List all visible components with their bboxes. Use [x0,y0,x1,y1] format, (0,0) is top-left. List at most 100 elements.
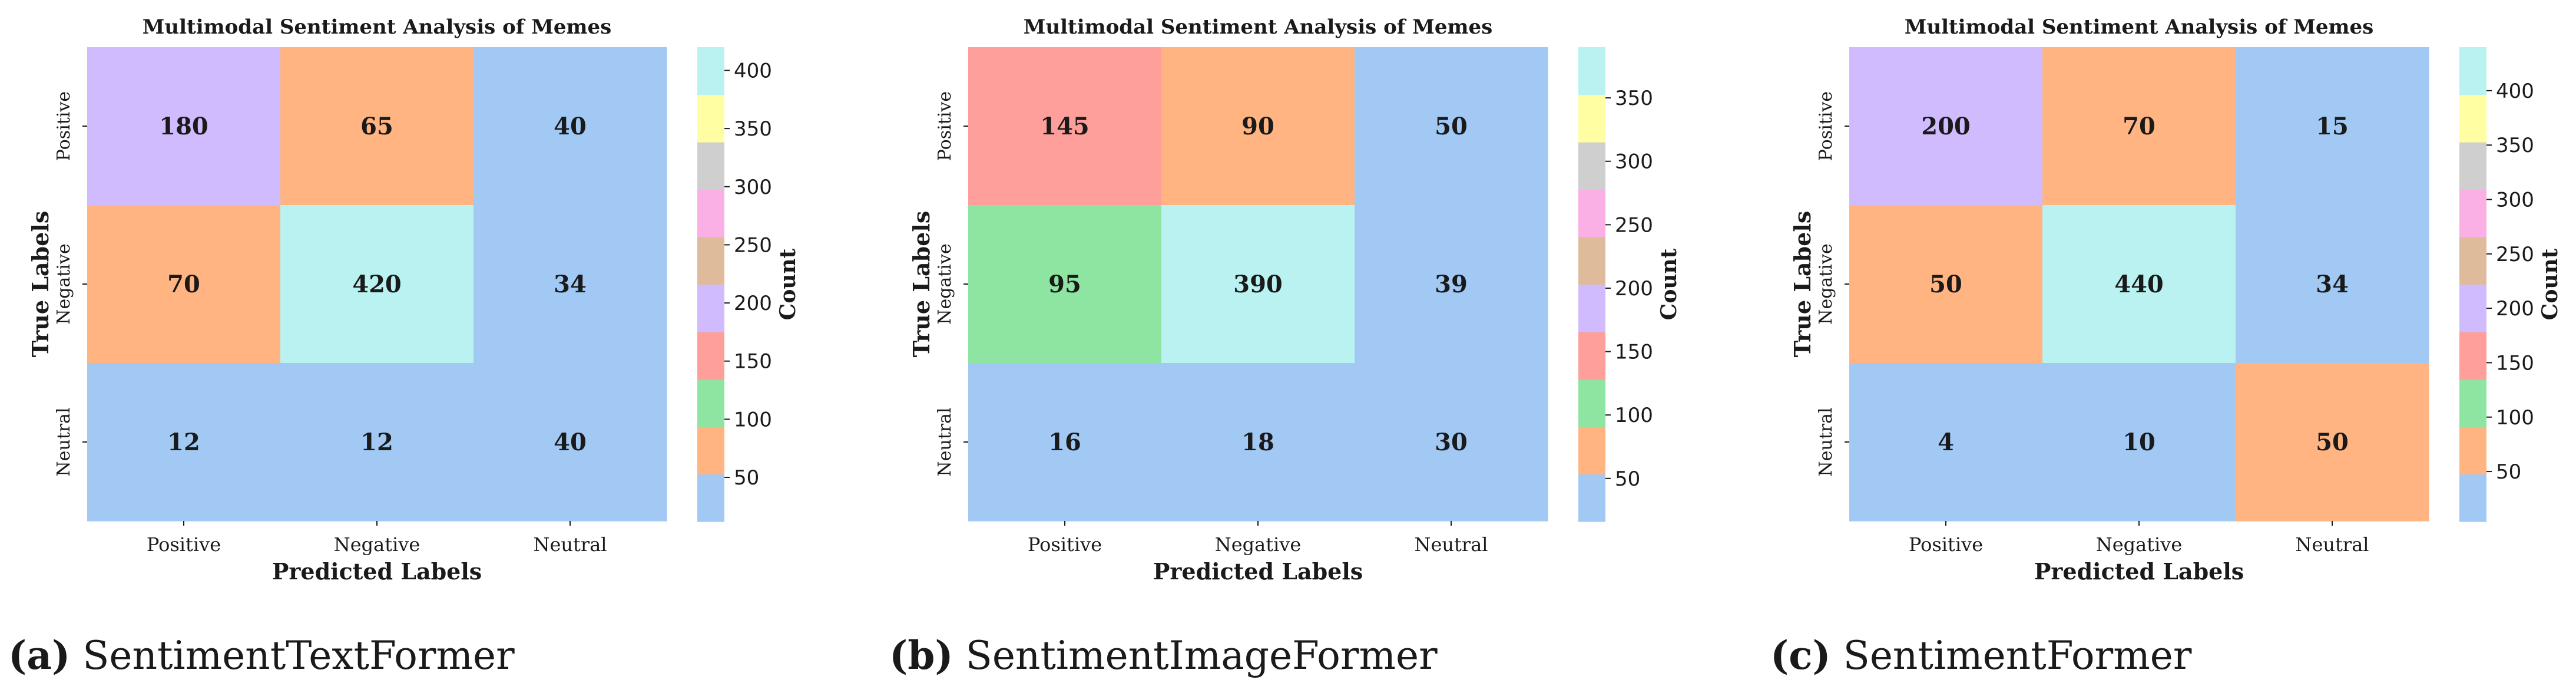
x-tick-label: Negative [2096,533,2183,556]
y-axis-label: True Labels [27,211,54,357]
cell-value-label: 420 [352,271,402,298]
colorbar-tick-label: 350 [1615,87,1653,110]
x-axis-label: Predicted Labels [1153,558,1363,585]
chart-title: Multimodal Sentiment Analysis of Memes [1905,15,2374,39]
caption-letter: (b) [889,632,953,678]
colorbar-tick-label: 250 [734,233,772,257]
cell-value-label: 70 [2123,113,2156,140]
colorbar-segment [2459,237,2486,285]
cell-value-label: 15 [2316,113,2349,140]
cell-value-label: 180 [159,113,208,140]
colorbar-tick-label: 350 [2496,134,2534,157]
colorbar-tick-label: 150 [734,350,772,374]
colorbar-tick-label: 150 [1615,341,1653,364]
heatmap-cell [87,205,281,364]
colorbar-tick-label: 300 [734,176,772,199]
colorbar-tick-label: 50 [2496,460,2521,484]
cell-value-label: 390 [1233,271,1283,298]
heatmap-cell [280,205,474,364]
colorbar-segment [2459,189,2486,238]
cell-value-label: 40 [554,428,587,456]
colorbar-segment [2459,94,2486,143]
colorbar-segment [2459,379,2486,427]
colorbar-segment [2459,427,2486,475]
heatmap-cell [1849,363,2043,522]
colorbar-tick-label: 100 [1615,404,1653,427]
caption-letter: (c) [1770,632,1831,678]
x-tick-label: Positive [147,533,221,556]
colorbar-segment [2459,284,2486,332]
heatmap-panel-2: Multimodal Sentiment Analysis of Memes 14… [889,15,1681,678]
colorbar-tick-label: 250 [1615,213,1653,237]
cell-value-label: 39 [1435,271,1468,298]
heatmap-cell [1355,47,1548,206]
cell-value-label: 34 [554,271,587,298]
colorbar-tick-label: 200 [1615,277,1653,301]
cell-value-label: 50 [1929,271,1962,298]
cell-value-label: 10 [2123,428,2156,456]
heatmap-cell [1161,363,1355,522]
heatmap-cell [2042,47,2236,206]
x-axis-label: Predicted Labels [2034,558,2244,585]
cell-value-label: 4 [1938,428,1954,456]
heatmap-cell [1355,363,1548,522]
colorbar-segment [1578,474,1605,522]
colorbar-segment [1578,47,1605,95]
cell-value-label: 40 [554,113,587,140]
cell-value-label: 70 [167,271,200,298]
cell-value-label: 50 [2316,428,2349,456]
y-tick-label: Negative [1816,243,1836,324]
heatmap-cell [87,363,281,522]
heatmap-panel-1: Multimodal Sentiment Analysis of Memes 18… [8,15,800,678]
heatmap-cell [474,47,667,206]
colorbar-segment [2459,142,2486,190]
cell-value-label: 18 [1241,428,1274,456]
colorbar-tick-label: 400 [2496,80,2534,103]
colorbar-label: Count [2538,248,2562,320]
colorbar-segment [1578,237,1605,285]
colorbar-label: Count [776,248,800,320]
y-axis-label: True Labels [908,211,935,357]
colorbar-tick-label: 150 [2496,351,2534,375]
heatmap-cell [968,363,1162,522]
colorbar-segment [2459,47,2486,95]
heatmap-cell [968,47,1162,206]
x-tick-label: Positive [1909,533,1983,556]
colorbar-tick-label: 200 [2496,297,2534,321]
colorbar-segment [697,379,724,427]
y-tick-label: Neutral [1816,407,1836,476]
colorbar-segment [697,284,724,332]
y-tick-label: Negative [54,243,74,324]
x-tick-label: Neutral [2295,533,2369,556]
heatmap-cell [1849,205,2043,364]
heatmap-cell [280,363,474,522]
caption-text: SentimentTextFormer [70,633,515,678]
colorbar-tick-label: 100 [734,408,772,431]
y-axis-label: True Labels [1789,211,1816,357]
cell-value-label: 90 [1241,113,1274,140]
heatmap-cell [1161,47,1355,206]
heatmap-cell [2236,205,2429,364]
colorbar-segment [1578,189,1605,238]
cell-value-label: 12 [167,428,200,456]
colorbar-tick-label: 400 [734,59,772,83]
heatmap-cell [474,363,667,522]
colorbar-tick-label: 250 [2496,243,2534,266]
heatmap-cell [2042,205,2236,364]
colorbar-tick-label: 300 [1615,150,1653,174]
panel-caption: (b) SentimentImageFormer [889,632,1438,678]
colorbar-segment [697,237,724,285]
cell-value-label: 200 [1921,113,1971,140]
cell-value-label: 12 [360,428,393,456]
heatmap-cell [2236,363,2429,522]
cell-value-label: 95 [1048,271,1081,298]
colorbar-segment [697,94,724,143]
cell-value-label: 440 [2114,271,2164,298]
heatmap-cell [2042,363,2236,522]
colorbar-tick-label: 50 [1615,467,1640,491]
y-tick-label: Positive [1816,91,1836,161]
heatmap-cell [1849,47,2043,206]
colorbar-tick-label: 100 [2496,406,2534,430]
colorbar-segment [697,474,724,522]
